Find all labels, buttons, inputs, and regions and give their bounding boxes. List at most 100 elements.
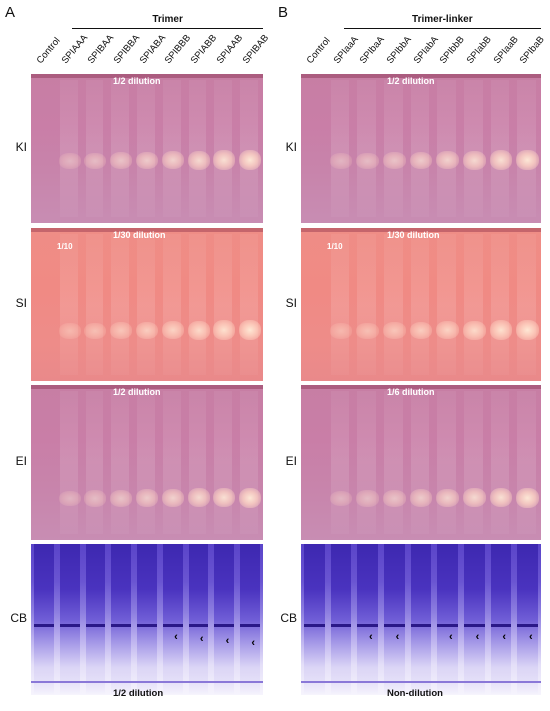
cb-band bbox=[304, 624, 325, 628]
cb-lane bbox=[137, 544, 157, 695]
activity-band bbox=[463, 320, 486, 340]
lane-stripe bbox=[188, 391, 207, 534]
arrowhead-icon: ‹ bbox=[449, 630, 453, 643]
cb-band bbox=[162, 624, 183, 628]
cb-band bbox=[137, 624, 157, 628]
lane-label: SPIBBB bbox=[163, 32, 194, 66]
lane-stripe bbox=[464, 391, 483, 534]
lane-label: SPIbbA bbox=[384, 34, 414, 66]
lane-label: SPIABA bbox=[137, 32, 168, 66]
cb-band bbox=[34, 624, 54, 628]
activity-band bbox=[110, 322, 133, 340]
cb-band bbox=[240, 624, 260, 628]
lane-stripe bbox=[214, 391, 233, 534]
activity-band bbox=[58, 490, 81, 507]
lane-stripe bbox=[517, 234, 536, 375]
dilution-label: 1/2 dilution bbox=[387, 76, 435, 86]
cb-bottom-line bbox=[301, 681, 541, 683]
lane-stripe bbox=[162, 391, 181, 534]
lane-stripe bbox=[85, 234, 104, 375]
lane-stripe bbox=[85, 79, 104, 218]
cb-lane bbox=[34, 544, 54, 695]
lane-stripe bbox=[188, 79, 207, 218]
cb-band bbox=[437, 624, 458, 628]
arrowhead-icon: ‹ bbox=[502, 630, 506, 643]
row-label-ki: KI bbox=[15, 139, 27, 154]
gel-si-1 bbox=[301, 228, 541, 381]
cb-band bbox=[464, 624, 485, 628]
activity-band bbox=[489, 320, 513, 340]
cb-lane bbox=[384, 544, 405, 695]
dilution-label: 1/30 dilution bbox=[387, 230, 440, 240]
activity-band bbox=[84, 152, 107, 169]
note-label: 1/10 bbox=[57, 242, 73, 251]
activity-band bbox=[436, 488, 459, 507]
lane-stripe bbox=[214, 79, 233, 218]
activity-band bbox=[436, 321, 459, 340]
activity-band bbox=[463, 488, 486, 508]
cb-lane bbox=[304, 544, 325, 695]
lane-label: SPIBBA bbox=[111, 32, 142, 66]
lane-stripe bbox=[357, 391, 376, 534]
gel-ei-1 bbox=[301, 385, 541, 540]
lane-stripe bbox=[162, 234, 181, 375]
lane-stripe bbox=[490, 234, 510, 375]
group-line-0 bbox=[72, 28, 263, 29]
lane-stripe bbox=[330, 234, 350, 375]
cb-band bbox=[517, 624, 538, 628]
activity-band bbox=[187, 488, 210, 508]
activity-band bbox=[161, 151, 184, 170]
lane-labels-0: Control SPIAAA SPIBAA SPIBBA SPIABA SPIBBB SPI… bbox=[31, 0, 271, 66]
lane-stripe bbox=[384, 79, 403, 218]
lane-stripe bbox=[357, 234, 376, 375]
activity-band bbox=[136, 489, 158, 507]
activity-band bbox=[329, 323, 353, 339]
activity-band bbox=[356, 322, 379, 339]
lane-label: SPIBAA bbox=[85, 32, 117, 66]
activity-band bbox=[516, 149, 539, 170]
gel-rim bbox=[31, 228, 263, 232]
lane-stripe bbox=[490, 79, 510, 218]
activity-band bbox=[213, 487, 236, 508]
lane-label: SPIABB bbox=[188, 32, 220, 66]
activity-band bbox=[356, 152, 379, 169]
gel-ki-0 bbox=[31, 74, 263, 223]
lane-stripe bbox=[517, 391, 536, 534]
cb-band bbox=[490, 624, 512, 628]
row-label-cb: CB bbox=[280, 610, 297, 625]
cb-lane bbox=[437, 544, 458, 695]
activity-band bbox=[489, 487, 513, 508]
activity-band bbox=[187, 320, 210, 340]
activity-band bbox=[136, 321, 158, 340]
lane-stripe bbox=[137, 234, 155, 375]
activity-band bbox=[58, 153, 81, 169]
arrowhead-icon: ‹ bbox=[251, 636, 256, 649]
activity-band bbox=[239, 149, 262, 170]
lane-stripe bbox=[410, 234, 430, 375]
cb-lane bbox=[517, 544, 538, 695]
gel-rim bbox=[301, 385, 541, 389]
note-label: 1/10 bbox=[327, 242, 343, 251]
lane-stripe bbox=[384, 391, 403, 534]
arrowhead-icon: ‹ bbox=[174, 630, 178, 643]
activity-band bbox=[489, 150, 513, 170]
dilution-label: 1/2 dilution bbox=[113, 387, 161, 397]
activity-band bbox=[356, 490, 379, 507]
lane-label: SPIAAA bbox=[59, 32, 91, 66]
cb-band bbox=[59, 624, 80, 628]
arrowhead-icon: ‹ bbox=[369, 630, 373, 643]
lane-stripe bbox=[59, 234, 78, 375]
activity-band bbox=[516, 319, 539, 340]
lane-label: SPIabB bbox=[464, 34, 494, 66]
cb-band bbox=[330, 624, 352, 628]
cb-lane bbox=[85, 544, 106, 695]
lane-label: SPIbbB bbox=[437, 34, 468, 66]
cb-lane bbox=[357, 544, 378, 695]
dilution-label: 1/6 dilution bbox=[387, 387, 435, 397]
lane-stripe bbox=[330, 391, 350, 534]
arrowhead-icon: ‹ bbox=[199, 632, 204, 645]
group-title-1: Trimer-linker bbox=[412, 14, 473, 25]
activity-band bbox=[110, 152, 133, 170]
lane-label: SPIaaB bbox=[491, 34, 521, 66]
gel-cb-0: ‹ ‹ ‹ ‹ bbox=[31, 544, 263, 695]
